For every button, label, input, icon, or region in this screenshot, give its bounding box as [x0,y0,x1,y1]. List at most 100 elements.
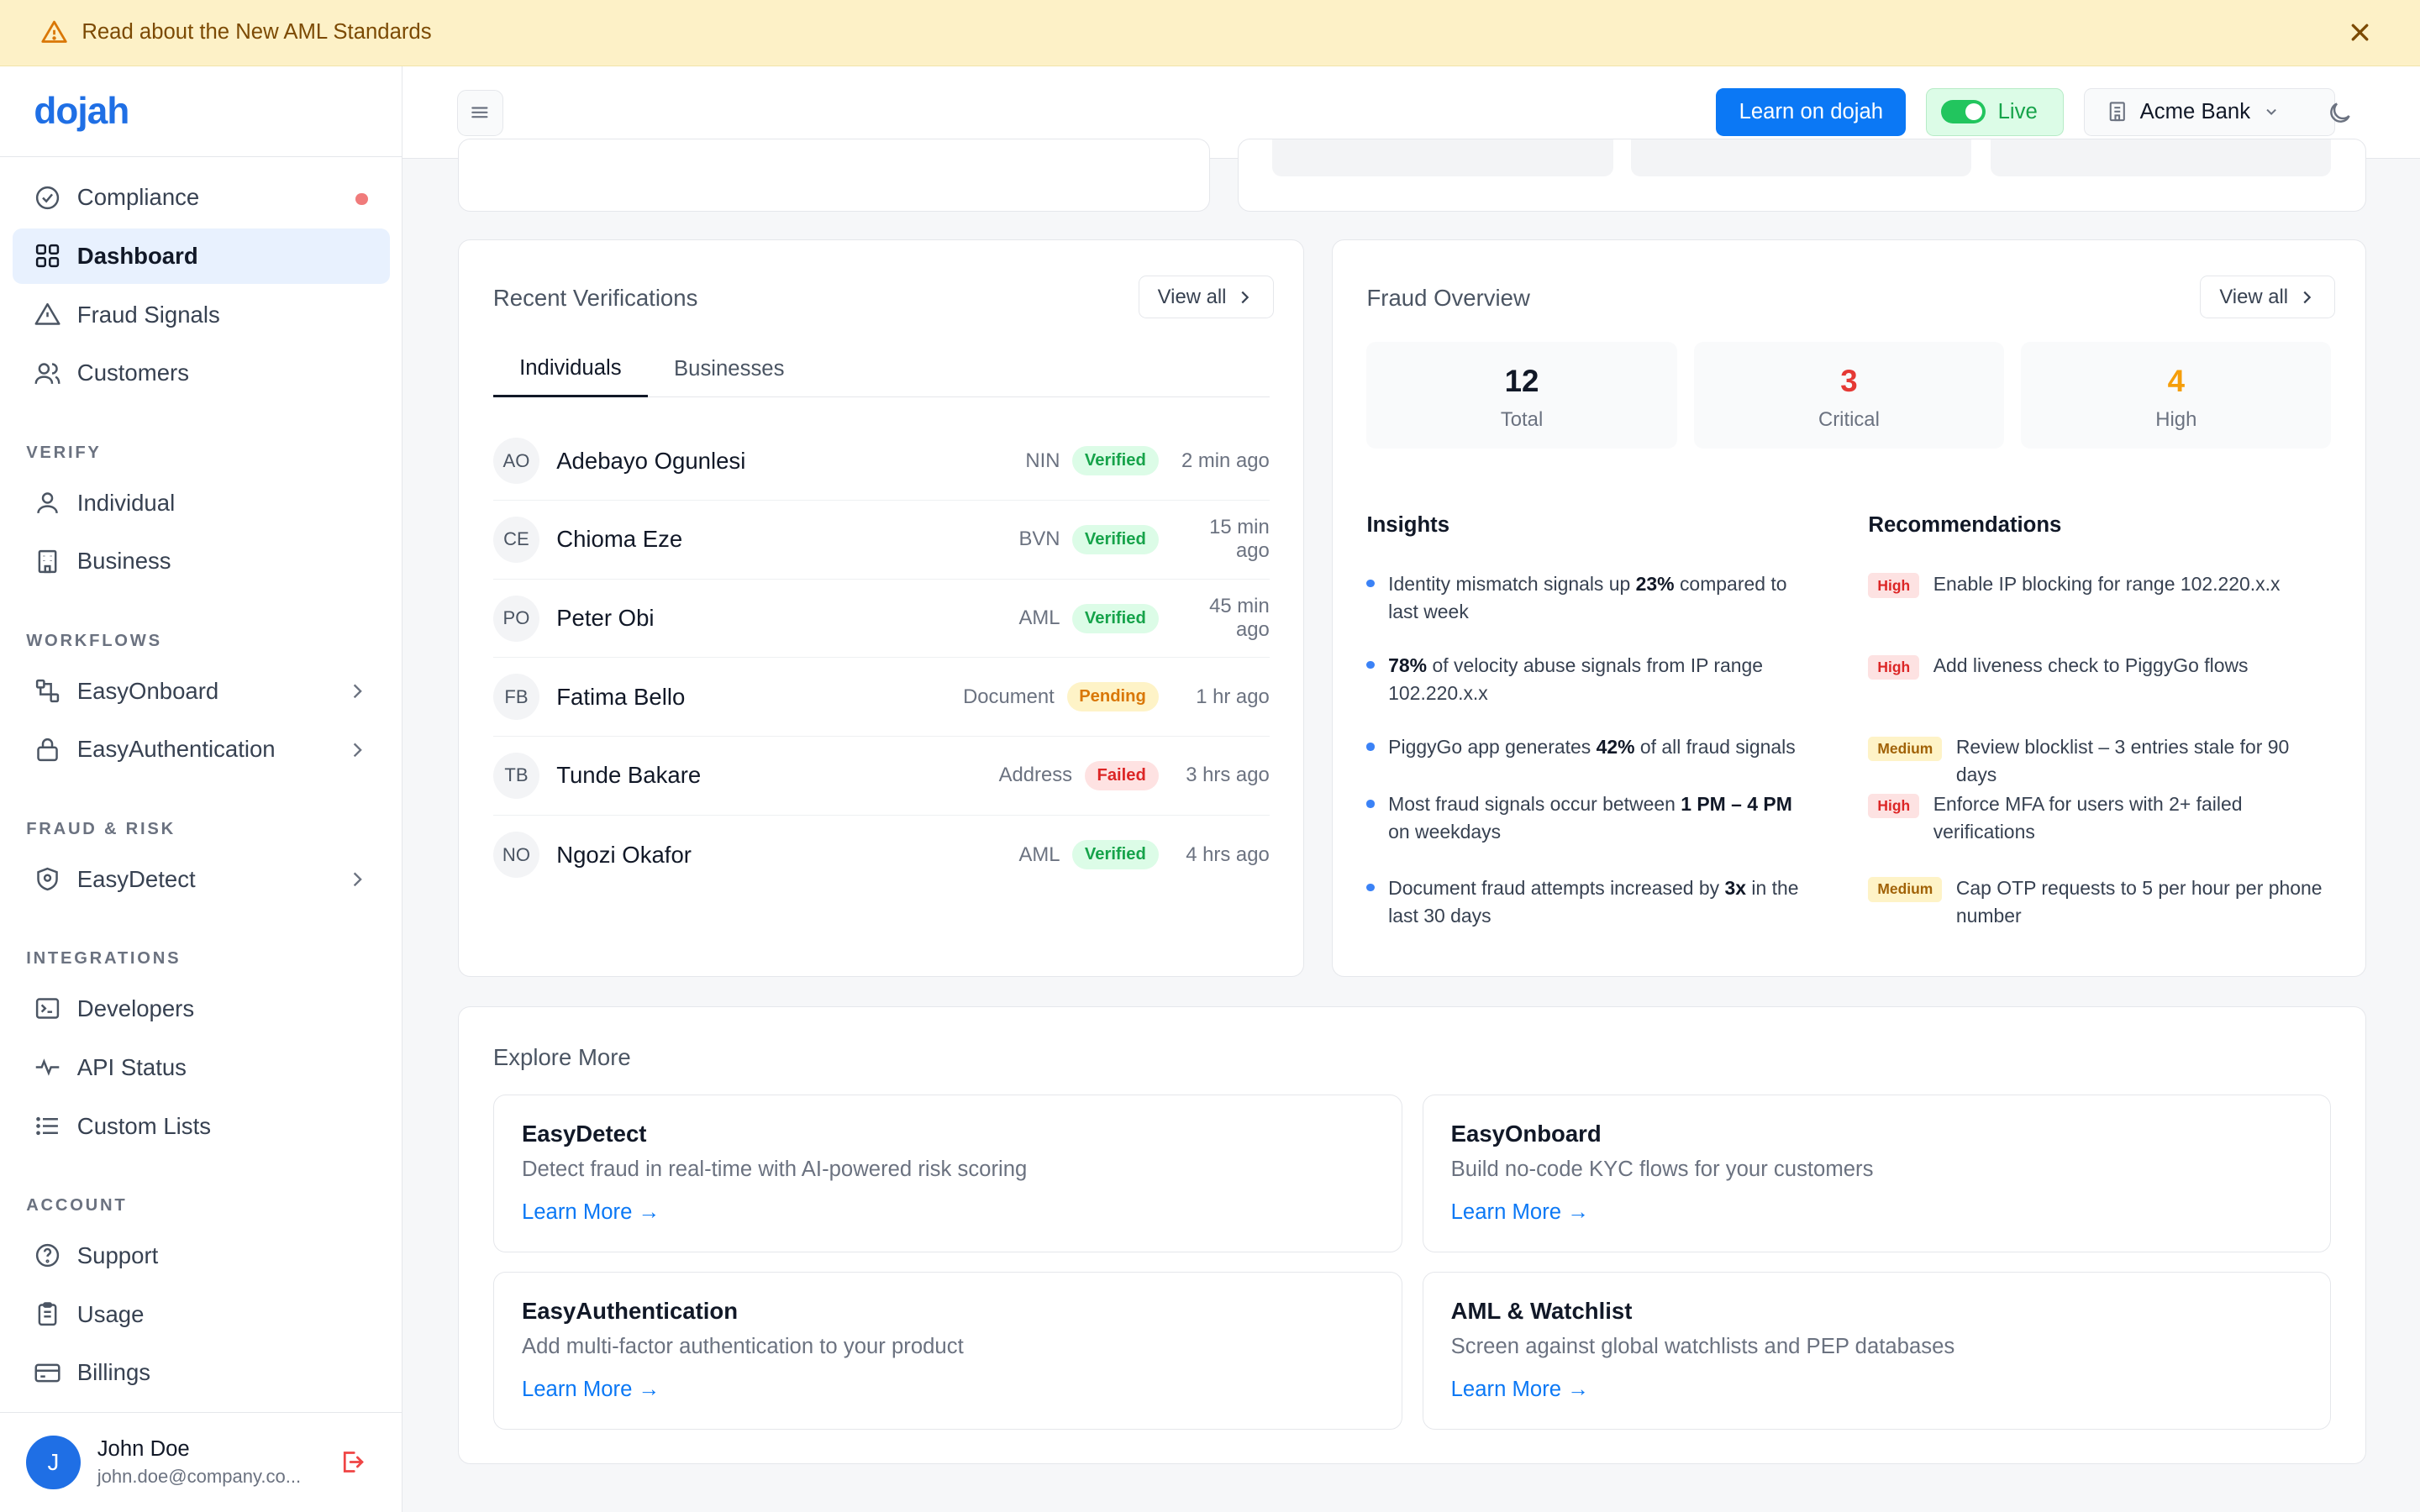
sidebar-item-api-status[interactable]: API Status [13,1040,390,1095]
priority-badge: Medium [1868,737,1943,762]
sidebar-item-customers[interactable]: Customers [13,345,390,401]
learn-more-link[interactable]: Learn More → [521,1378,660,1402]
insight-text: Identity mismatch signals up [1388,572,1636,595]
user-name: John Doe [97,1436,190,1461]
section-integrations: INTEGRATIONS [26,949,182,969]
tile-title: EasyDetect [521,1120,647,1147]
priority-badge: High [1868,573,1920,598]
status-badge: Verified [1072,446,1159,476]
sidebar-item-dashboard[interactable]: Dashboard [12,228,390,284]
sidebar-item-individual[interactable]: Individual [13,475,390,531]
recommendation-item: Medium Review blocklist – 3 entries stal… [1868,733,2331,789]
logout-icon[interactable] [338,1448,366,1476]
sidebar-item-label: Support [76,1242,159,1268]
card-title: Fraud Overview [1366,284,1530,311]
view-all-label: View all [2219,285,2289,308]
recommendation-text: Cap OTP requests to 5 per hour per phone… [1955,876,2323,927]
section-verify: VERIFY [26,443,102,462]
insight-text: of velocity abuse signals from IP range … [1388,654,1764,705]
timestamp: 45 min ago [1209,595,1270,642]
card-title: Explore More [492,1043,631,1070]
organization-selector[interactable]: Acme Bank [2083,87,2335,136]
status-badge: Verified [1072,524,1159,554]
pulse-icon [36,1058,60,1076]
section-workflows: WORKFLOWS [26,631,162,650]
sidebar-item-label: API Status [76,1053,187,1080]
priority-badge: High [1868,794,1920,819]
live-mode-toggle[interactable]: Live [1926,87,2064,136]
sidebar-item-business[interactable]: Business [13,533,390,589]
building-icon [39,549,57,574]
customer-name: Ngozi Okafor [556,841,692,868]
table-row[interactable]: CE Chioma Eze BVN Verified 15 min ago [492,501,1270,580]
recommendation-item: High Enable IP blocking for range 102.22… [1868,570,2331,598]
view-all-button[interactable]: View all [2200,275,2336,319]
insight-item: Most fraud signals occur between 1 PM – … [1366,790,1814,846]
product-tile-aml-watchlist[interactable]: AML & Watchlist Screen against global wa… [1422,1272,2332,1430]
product-tile-easyonboard[interactable]: EasyOnboard Build no-code KYC flows for … [1422,1095,2332,1252]
help-circle-icon [36,1244,60,1268]
moon-icon[interactable] [2326,99,2354,127]
verification-tabs: Individuals Businesses [492,342,1270,398]
sidebar-item-developers[interactable]: Developers [13,981,390,1037]
stat-total: 12 Total [1366,341,1677,449]
user-profile[interactable]: J John Doe john.doe@company.co... [0,1411,403,1512]
table-row[interactable]: FB Fatima Bello Document Pending 1 hr ag… [492,658,1270,738]
insight-text: Most fraud signals occur between [1388,793,1681,816]
notification-dot [355,192,368,206]
sidebar-nav: Compliance Dashboard Fraud Signals Custo… [0,157,402,1400]
stat-high: 4 High [2021,341,2332,449]
sidebar-item-easydetect[interactable]: EasyDetect [13,852,390,907]
fraud-overview-card: Fraud Overview View all 12 Total 3 Criti… [1332,239,2366,977]
recommendation-text: Review blocklist – 3 entries stale for 9… [1955,736,2290,786]
tab-businesses[interactable]: Businesses [674,357,785,381]
toggle-switch[interactable] [1940,100,1986,123]
sidebar-item-fraud-signals[interactable]: Fraud Signals [13,287,390,343]
timestamp: 15 min ago [1209,516,1270,563]
clipboard-icon [39,1302,57,1326]
table-row[interactable]: TB Tunde Bakare Address Failed 3 hrs ago [492,737,1270,816]
banner-link[interactable]: Read about the New AML Standards [82,20,432,45]
learn-more-link[interactable]: Learn More → [1450,1200,1589,1225]
product-tile-easyauthentication[interactable]: EasyAuthentication Add multi-factor auth… [492,1272,1402,1430]
tile-description: Build no-code KYC flows for your custome… [1450,1157,1874,1181]
sidebar-item-label: Fraud Signals [76,301,220,328]
chevron-right-icon [354,872,363,887]
avatar: FB [492,674,539,721]
tab-individuals[interactable]: Individuals [492,342,648,398]
menu-toggle-button[interactable] [456,89,503,136]
sidebar-item-support[interactable]: Support [13,1228,390,1284]
learn-more-link[interactable]: Learn More → [521,1200,660,1225]
table-row[interactable]: NO Ngozi Okafor AML Verified 4 hrs ago [492,816,1270,895]
avatar: AO [492,438,539,485]
learn-more-link[interactable]: Learn More → [1450,1378,1589,1402]
sidebar-item-billings[interactable]: Billings [13,1345,390,1400]
table-row[interactable]: PO Peter Obi AML Verified 45 min ago [492,580,1270,659]
sidebar-item-easyonboard[interactable]: EasyOnboard [13,664,390,719]
status-badge: Verified [1072,840,1159,870]
verification-type: AML [1018,843,1060,866]
shield-icon [37,868,59,891]
chevron-right-icon [1241,291,1249,303]
product-tile-easydetect[interactable]: EasyDetect Detect fraud in real-time wit… [492,1095,1402,1252]
sidebar-item-compliance[interactable]: Compliance [13,170,390,225]
sidebar-item-easyauthentication[interactable]: EasyAuthentication [13,722,390,777]
brand-logo[interactable]: dojah [0,66,402,158]
insight-highlight: 1 PM – 4 PM [1681,793,1792,816]
insight-highlight: 3x [1724,876,1747,899]
view-all-button[interactable]: View all [1138,275,1274,319]
status-badge: Verified [1072,603,1159,633]
sidebar-item-custom-lists[interactable]: Custom Lists [13,1098,390,1153]
customer-name: Fatima Bello [556,683,686,710]
table-row[interactable]: AO Adebayo Ogunlesi NIN Verified 2 min a… [492,422,1270,501]
sidebar-item-label: EasyOnboard [76,677,219,704]
learn-on-dojah-button[interactable]: Learn on dojah [1716,87,1907,136]
insight-highlight: 78% [1388,654,1428,677]
tile-description: Detect fraud in real-time with AI-powere… [521,1157,1028,1181]
close-icon[interactable] [2346,18,2374,46]
organization-name: Acme Bank [2139,99,2251,123]
announcement-banner: Read about the New AML Standards [0,0,2420,66]
timestamp: 1 hr ago [1196,685,1270,708]
section-fraud-risk: FRAUD & RISK [26,819,176,838]
sidebar-item-usage[interactable]: Usage [13,1287,390,1342]
